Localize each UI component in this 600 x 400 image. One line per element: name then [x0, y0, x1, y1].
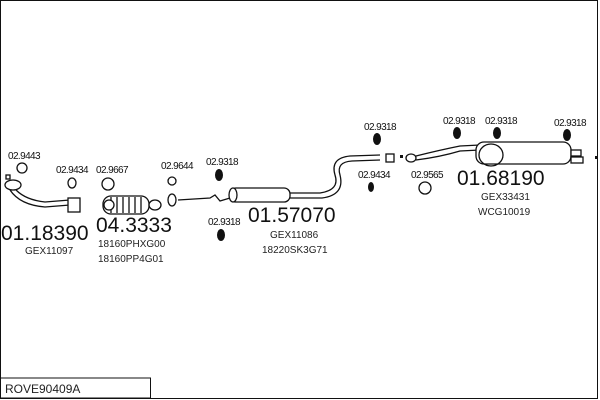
- front-pipe-part[interactable]: [4, 174, 81, 213]
- svg-text:02.9318: 02.9318: [208, 217, 241, 228]
- diagram-code: ROVE90409A: [5, 382, 80, 396]
- hanger-02-9318[interactable]: 02.9318: [208, 217, 242, 241]
- part-ref: GEX33431: [481, 192, 530, 203]
- accessory-02-9443[interactable]: 02.9443: [8, 151, 42, 174]
- svg-text:02.9434: 02.9434: [56, 165, 89, 176]
- accessory-02-9434[interactable]: 02.9434: [56, 165, 90, 189]
- part-ref: 18220SK3G71: [262, 245, 328, 256]
- svg-text:02.9318: 02.9318: [364, 122, 397, 133]
- hanger-02-9318[interactable]: 02.9318: [443, 116, 477, 139]
- part-number: 01.57070: [248, 204, 336, 227]
- rear-silencer-part[interactable]: [400, 141, 598, 167]
- middle-silencer-part[interactable]: [167, 153, 395, 207]
- svg-text:02.9443: 02.9443: [8, 151, 41, 162]
- hanger-02-9318[interactable]: 02.9318: [206, 157, 240, 181]
- hanger-02-9318[interactable]: 02.9318: [554, 118, 588, 141]
- svg-text:02.9318: 02.9318: [485, 116, 518, 127]
- part-number: 01.68190: [457, 167, 545, 190]
- accessory-02-9434[interactable]: 02.9434: [358, 170, 392, 192]
- svg-text:02.9644: 02.9644: [161, 161, 194, 172]
- svg-text:02.9667: 02.9667: [96, 165, 129, 176]
- part-number: 04.3333: [96, 214, 172, 237]
- svg-text:02.9565: 02.9565: [411, 170, 444, 181]
- hanger-02-9318[interactable]: 02.9318: [485, 116, 519, 139]
- code-box: [0, 377, 151, 399]
- catalyst-part[interactable]: [102, 195, 162, 215]
- svg-text:02.9318: 02.9318: [443, 116, 476, 127]
- part-ref: GEX11097: [25, 246, 74, 257]
- part-ref: GEX11086: [270, 230, 319, 241]
- accessory-02-9644[interactable]: 02.9644: [161, 161, 195, 186]
- svg-text:02.9318: 02.9318: [554, 118, 587, 129]
- part-ref: 18160PHXG00: [98, 239, 166, 250]
- accessory-02-9667[interactable]: 02.9667: [96, 165, 130, 191]
- part-number: 01.18390: [1, 222, 89, 245]
- accessory-02-9565[interactable]: 02.9565: [411, 170, 445, 195]
- svg-text:02.9434: 02.9434: [358, 170, 391, 181]
- part-ref: WCG10019: [478, 207, 531, 218]
- svg-text:02.9318: 02.9318: [206, 157, 239, 168]
- hanger-02-9318[interactable]: 02.9318: [364, 122, 398, 145]
- part-ref: 18160PP4G01: [98, 254, 164, 265]
